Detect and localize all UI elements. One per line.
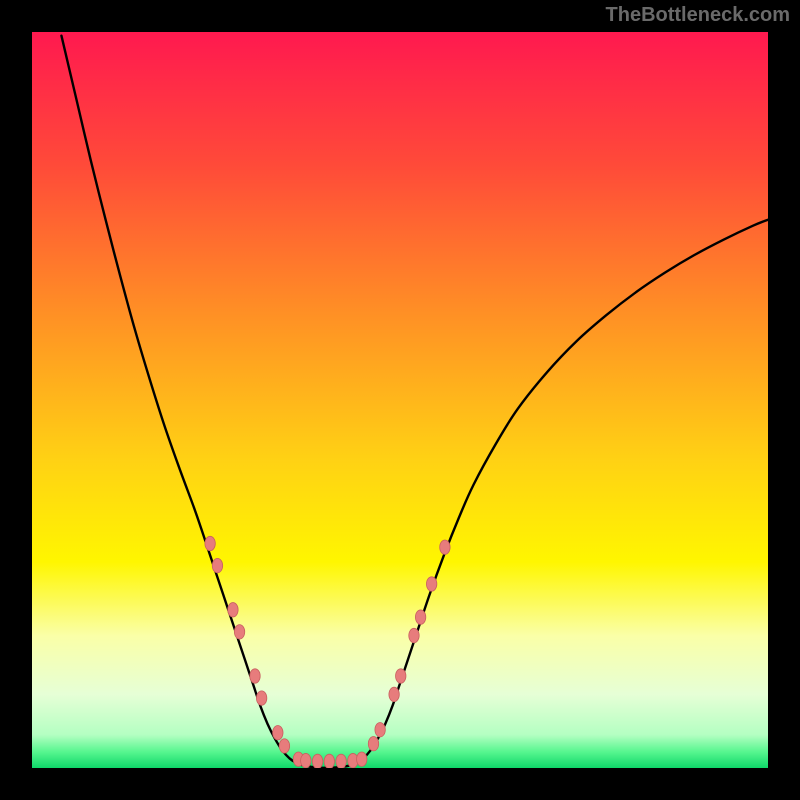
marker [324,754,334,768]
plot-area [32,32,768,768]
marker [396,669,406,683]
watermark-label: TheBottleneck.com [606,4,790,27]
marker [256,691,266,705]
curve-right [326,220,768,768]
marker [426,577,436,591]
marker [336,754,346,768]
marker [357,752,367,766]
marker [301,753,311,767]
marker [312,754,322,768]
marker [228,603,238,617]
marker [212,558,222,572]
marker [440,540,450,554]
marker [415,610,425,624]
marker [273,725,283,739]
chart-root: TheBottleneck.com [0,0,800,800]
plot-svg [32,32,768,768]
marker [409,628,419,642]
marker [279,739,289,753]
marker [389,687,399,701]
marker [368,737,378,751]
curve-left [61,36,326,768]
marker [375,723,385,737]
marker [250,669,260,683]
marker [234,625,244,639]
marker [205,536,215,550]
